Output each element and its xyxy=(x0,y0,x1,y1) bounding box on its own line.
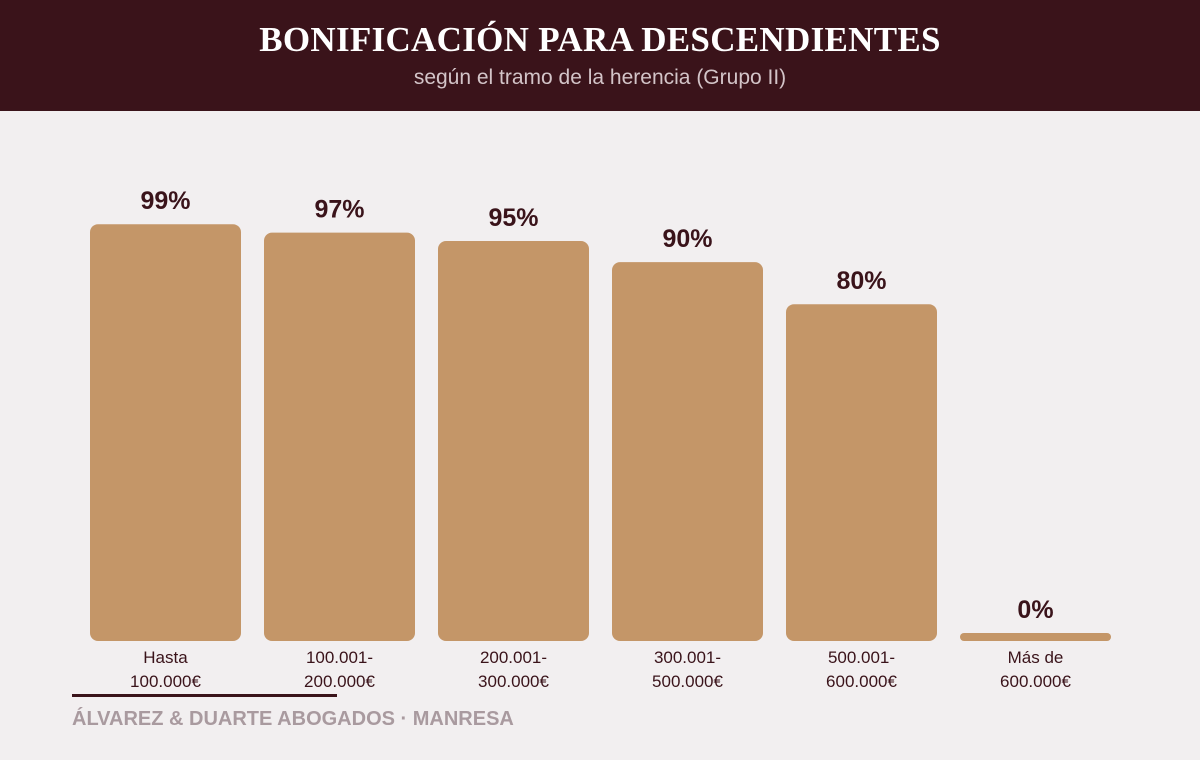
value-label-3: 95% xyxy=(488,204,538,232)
value-label-6: 0% xyxy=(1017,596,1053,624)
value-label-4: 90% xyxy=(662,225,712,253)
category-label-6-line-2: 600.000€ xyxy=(1000,672,1071,691)
category-label-4-line-1: 300.001- xyxy=(654,648,721,667)
category-label-4-line-2: 500.000€ xyxy=(652,672,723,691)
chart-title: BONIFICACIÓN PARA DESCENDIENTES xyxy=(259,20,941,59)
category-label-2-line-2: 200.000€ xyxy=(304,672,375,691)
category-label-5-line-1: 500.001- xyxy=(828,648,895,667)
category-label-3-line-1: 200.001- xyxy=(480,648,547,667)
bar-6 xyxy=(960,633,1111,641)
chart-subtitle: según el tramo de la herencia (Grupo II) xyxy=(413,66,787,89)
bar-3 xyxy=(438,241,589,642)
footer-firm-name: ÁLVAREZ & DUARTE ABOGADOS · MANRESA xyxy=(72,708,514,730)
category-label-6-line-1: Más de xyxy=(1008,648,1064,667)
header-banner: BONIFICACIÓN PARA DESCENDIENTES según el… xyxy=(0,0,1200,111)
category-label-5-line-2: 600.000€ xyxy=(826,672,897,691)
category-label-2-line-1: 100.001- xyxy=(306,648,373,667)
bar-1 xyxy=(90,224,241,641)
category-label-1-line-2: 100.000€ xyxy=(130,672,201,691)
bar-5 xyxy=(786,304,937,641)
value-label-5: 80% xyxy=(836,267,886,295)
bar-4 xyxy=(612,262,763,641)
bar-2 xyxy=(264,232,415,641)
value-label-2: 97% xyxy=(314,196,364,224)
category-label-3-line-2: 300.000€ xyxy=(478,672,549,691)
category-label-1-line-1: Hasta xyxy=(143,648,188,667)
footer-divider xyxy=(72,694,337,697)
value-label-1: 99% xyxy=(140,187,190,215)
